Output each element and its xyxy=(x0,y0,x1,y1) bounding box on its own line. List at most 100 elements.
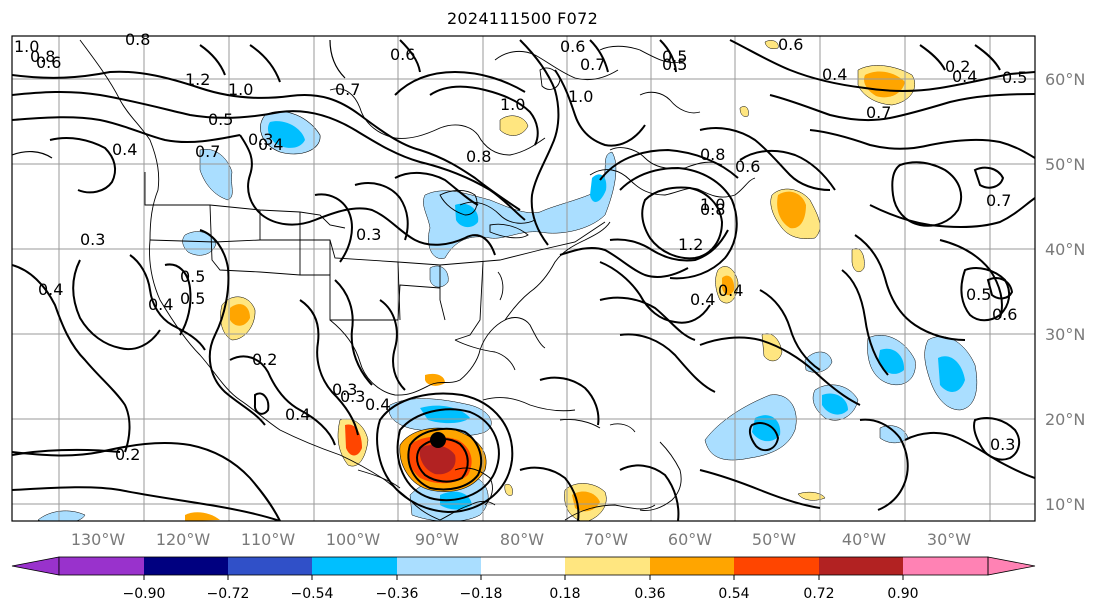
contour-label: 0.6 xyxy=(735,157,760,176)
colorbar-lower-extension xyxy=(11,556,60,576)
contour-label: 1.2 xyxy=(678,235,703,254)
colorbar-segment xyxy=(312,557,397,575)
longitude-label: 110°W xyxy=(241,530,296,549)
latitude-label: 30°N xyxy=(1045,325,1085,344)
contour-label: 1.0 xyxy=(228,80,253,99)
positive-shading-area xyxy=(499,115,529,136)
contour-label: 0.6 xyxy=(36,53,61,72)
contour-label: 0.2 xyxy=(252,350,277,369)
colorbar-tick-label: −0.90 xyxy=(123,586,166,602)
contour-label: 0.8 xyxy=(700,145,725,164)
colorbar-tick-marks xyxy=(143,575,904,580)
colorbar-tick-label: −0.72 xyxy=(207,586,250,602)
contour-label: 0.3 xyxy=(990,435,1015,454)
colorbar-segment xyxy=(144,557,228,575)
negative-shading-area xyxy=(938,356,965,392)
colorbar-segment xyxy=(819,557,903,575)
longitude-label: 100°W xyxy=(326,530,381,549)
contour-label: 1.0 xyxy=(700,195,725,214)
contour-label: 0.6 xyxy=(560,37,585,56)
contour-label: 0.7 xyxy=(986,191,1011,210)
negative-shading-area xyxy=(440,491,472,510)
longitude-label: 50°W xyxy=(752,530,796,549)
colorbar-tick-label: 0.72 xyxy=(803,586,834,602)
negative-shading-area xyxy=(423,151,617,259)
contour-label: 0.4 xyxy=(690,290,715,309)
contour-label: 1.0 xyxy=(500,95,525,114)
longitude-label: 40°W xyxy=(842,530,886,549)
contour-label: 0.4 xyxy=(112,140,137,159)
colorbar-outline xyxy=(58,556,989,576)
positive-shading-area xyxy=(777,191,806,229)
contour-label: 0.2 xyxy=(945,57,970,76)
colorbar-tick-label: 0.54 xyxy=(718,586,749,602)
negative-shading-area xyxy=(37,510,86,521)
positive-shading-area xyxy=(230,304,250,326)
map-frame xyxy=(11,35,1036,522)
negative-shading-area xyxy=(429,265,449,288)
contour-label: 1.2 xyxy=(185,70,210,89)
colorbar-segment xyxy=(481,557,565,575)
map-background xyxy=(12,36,1035,521)
contour-label: 0.4 xyxy=(285,405,310,424)
contour-label: 0.4 xyxy=(258,135,283,154)
contour-label: 0.4 xyxy=(822,65,847,84)
contour-label: 0.6 xyxy=(390,45,415,64)
negative-shading-area xyxy=(199,148,233,201)
contour-label: 0.4 xyxy=(952,67,977,86)
colorbar-tick-label: 0.36 xyxy=(634,586,665,602)
contour-label: 0.8 xyxy=(30,47,55,66)
colorbar-segment xyxy=(59,557,144,575)
colorbar-tick-label: 0.18 xyxy=(549,586,580,602)
longitude-label: 60°W xyxy=(668,530,712,549)
positive-shading-area xyxy=(185,512,220,521)
contour-label: 0.7 xyxy=(335,80,360,99)
colorbar-segment xyxy=(397,557,481,575)
contour-label: 0.5 xyxy=(180,289,205,308)
negative-shading-area xyxy=(822,393,848,415)
longitude-label: 90°W xyxy=(415,530,459,549)
longitude-label: 70°W xyxy=(584,530,628,549)
contour-label: 0.3 xyxy=(248,130,273,149)
contour-label: 0.7 xyxy=(580,55,605,74)
colorbar-segment xyxy=(565,557,650,575)
contour-label: 0.6 xyxy=(992,305,1017,324)
contour-label-layer: 1.0 0.8 0.6 1.2 1.0 0.8 0.5 0.4 0.6 0.7 … xyxy=(14,30,1027,464)
colorbar: −0.90 −0.72 −0.54 −0.36 −0.18 0.18 0.36 … xyxy=(11,556,1036,602)
negative-shading-area xyxy=(455,203,479,228)
map-title: 2024111500 F072 xyxy=(446,9,599,28)
latitude-labels: 60°N 50°N 40°N 30°N 20°N 10°N xyxy=(1045,70,1085,514)
colorbar-segment xyxy=(228,557,312,575)
latitude-label: 10°N xyxy=(1045,495,1085,514)
contour-label: 0.6 xyxy=(778,35,803,54)
negative-shading-area xyxy=(804,351,833,373)
contour-label: 0.5 xyxy=(662,47,687,66)
negative-shading-area xyxy=(752,415,781,442)
contour-label: 0.5 xyxy=(662,55,687,74)
contour-label: 0.3 xyxy=(80,230,105,249)
contour-label: 0.8 xyxy=(125,30,150,49)
latitude-label: 60°N xyxy=(1045,70,1085,89)
contour-label: 0.4 xyxy=(718,281,743,300)
latitude-label: 50°N xyxy=(1045,155,1085,174)
positive-shading-area xyxy=(764,40,779,49)
longitude-label: 80°W xyxy=(500,530,544,549)
contour-label: 1.0 xyxy=(568,87,593,106)
colorbar-tick-label: −0.54 xyxy=(291,586,334,602)
longitude-label: 120°W xyxy=(156,530,211,549)
negative-shading-area xyxy=(590,174,607,202)
contour-label: 0.4 xyxy=(148,295,173,314)
contour-label: 0.3 xyxy=(356,225,381,244)
positive-shading-area xyxy=(419,444,456,475)
storm-center-marker xyxy=(430,432,446,448)
colorbar-tick-label: −0.18 xyxy=(460,586,503,602)
contour-label: 0.4 xyxy=(38,280,63,299)
positive-shading-area xyxy=(504,484,513,496)
longitude-labels: 130°W 120°W 110°W 100°W 90°W 80°W 70°W 6… xyxy=(71,530,971,549)
contour-label: 0.4 xyxy=(365,395,390,414)
contour-label: 0.7 xyxy=(866,103,891,122)
negative-shading-area xyxy=(878,348,905,374)
contour-label: 0.5 xyxy=(208,110,233,129)
contour-label: 0.8 xyxy=(700,200,725,219)
